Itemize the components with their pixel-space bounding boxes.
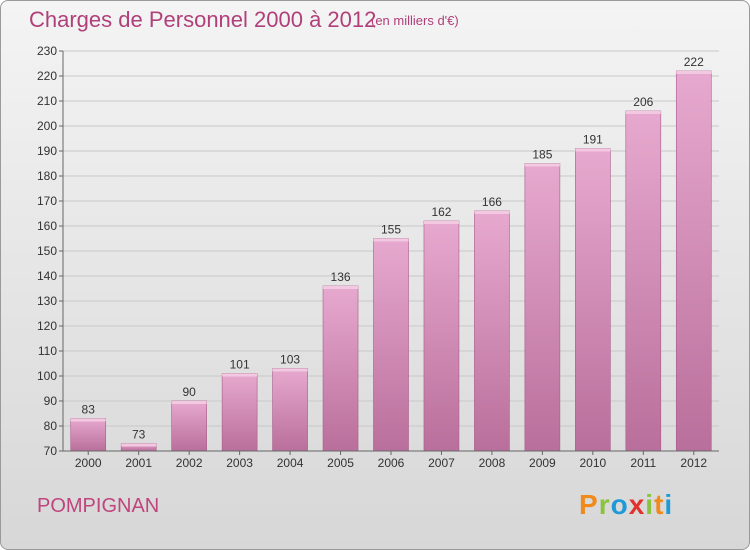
bar-2010: [575, 148, 611, 452]
y-tick-label: 150: [37, 244, 57, 258]
bar-top-2003: [222, 373, 258, 377]
bar-top-2007: [423, 221, 459, 224]
x-tick-label-2008: 2008: [479, 456, 506, 470]
x-tick-label-2006: 2006: [378, 456, 405, 470]
logo-letter: i: [664, 489, 674, 520]
logo-letter: r: [598, 489, 611, 520]
data-label-2005: 136: [331, 270, 351, 284]
x-axis-ticks: 2000 2001 2002 2003 2004 2005 2006 2007 2008 2009…: [75, 451, 707, 470]
y-tick-label: 230: [37, 44, 57, 58]
data-label-2008: 166: [482, 195, 502, 209]
chart-title: Charges de Personnel 2000 à 2012: [29, 7, 377, 32]
y-tick-label: 200: [37, 119, 57, 133]
x-tick-label-2003: 2003: [226, 456, 253, 470]
bar-2000: [70, 418, 107, 452]
bar-top-2011: [625, 111, 661, 114]
data-label-2007: 162: [431, 205, 451, 219]
x-tick-label-2004: 2004: [277, 456, 304, 470]
data-label-2009: 185: [532, 148, 552, 162]
bar-2004: [272, 368, 308, 452]
y-tick-label: 90: [44, 394, 58, 408]
axes: [62, 51, 719, 452]
data-label-2010: 191: [583, 133, 603, 147]
y-tick-label: 70: [44, 444, 58, 458]
y-tick-label: 130: [37, 294, 57, 308]
bar-2011: [625, 110, 662, 452]
bar-2002: [171, 400, 207, 452]
bar-top-2010: [575, 148, 611, 152]
logo-letter: t: [654, 489, 665, 520]
y-tick-label: 140: [37, 269, 57, 283]
bars: 83 73 90 101 103 136 155 162 166 185 191 206 222: [70, 55, 712, 452]
y-tick-label: 190: [37, 144, 57, 158]
logo-letter: o: [610, 489, 629, 520]
y-tick-label: 160: [37, 219, 57, 233]
bar-2003: [221, 373, 258, 452]
x-tick-label-2007: 2007: [428, 456, 455, 470]
y-tick-label: 80: [44, 419, 58, 433]
bar-top-2008: [474, 211, 510, 214]
data-label-2004: 103: [280, 353, 300, 367]
data-label-2000: 83: [82, 403, 96, 417]
x-tick-label-2011: 2011: [630, 456, 656, 470]
y-tick-label: 170: [37, 194, 57, 208]
bar-2007: [423, 220, 460, 452]
bar-2005: [322, 285, 359, 452]
y-tick-label: 180: [37, 169, 57, 183]
bar-top-2004: [272, 368, 308, 372]
data-label-2012: 222: [684, 55, 704, 69]
bar-top-2005: [323, 286, 359, 289]
data-label-2002: 90: [182, 385, 196, 399]
bar-top-2001: [121, 443, 157, 447]
proxiti-logo: Proxiti: [579, 489, 673, 521]
x-tick-label-2005: 2005: [327, 456, 354, 470]
bar-2012: [675, 70, 712, 452]
y-tick-label: 120: [37, 319, 57, 333]
x-tick-label-2010: 2010: [579, 456, 606, 470]
bar-top-2012: [676, 71, 712, 74]
x-tick-label-2000: 2000: [75, 456, 102, 470]
chart-subtitle: (en milliers d'€): [371, 13, 459, 28]
bar-2009: [524, 163, 561, 452]
bar-top-2009: [524, 163, 560, 167]
bar-top-2002: [171, 401, 207, 404]
bar-top-2006: [373, 238, 409, 242]
data-label-2006: 155: [381, 223, 401, 237]
logo-letter: x: [628, 489, 646, 520]
bar-top-2000: [70, 418, 106, 422]
x-tick-label-2009: 2009: [529, 456, 556, 470]
y-tick-label: 110: [38, 344, 57, 358]
x-tick-label-2001: 2001: [125, 456, 152, 470]
location-label: POMPIGNAN: [37, 495, 160, 517]
x-tick-label-2002: 2002: [176, 456, 203, 470]
data-label-2003: 101: [230, 358, 250, 372]
logo-letter: i: [645, 489, 655, 520]
data-label-2011: 206: [633, 95, 653, 109]
y-tick-label: 220: [37, 69, 57, 83]
bar-2006: [373, 238, 409, 452]
data-label-2001: 73: [132, 428, 146, 442]
y-tick-label: 210: [37, 94, 57, 108]
y-tick-label: 100: [37, 369, 57, 383]
y-axis-ticks: 70 80 90 100 110 120 130 140 150 160 170 180 190 200 2…: [37, 44, 63, 458]
bar-2008: [474, 210, 510, 452]
x-tick-label-2012: 2012: [680, 456, 707, 470]
logo-letter: P: [579, 489, 599, 520]
